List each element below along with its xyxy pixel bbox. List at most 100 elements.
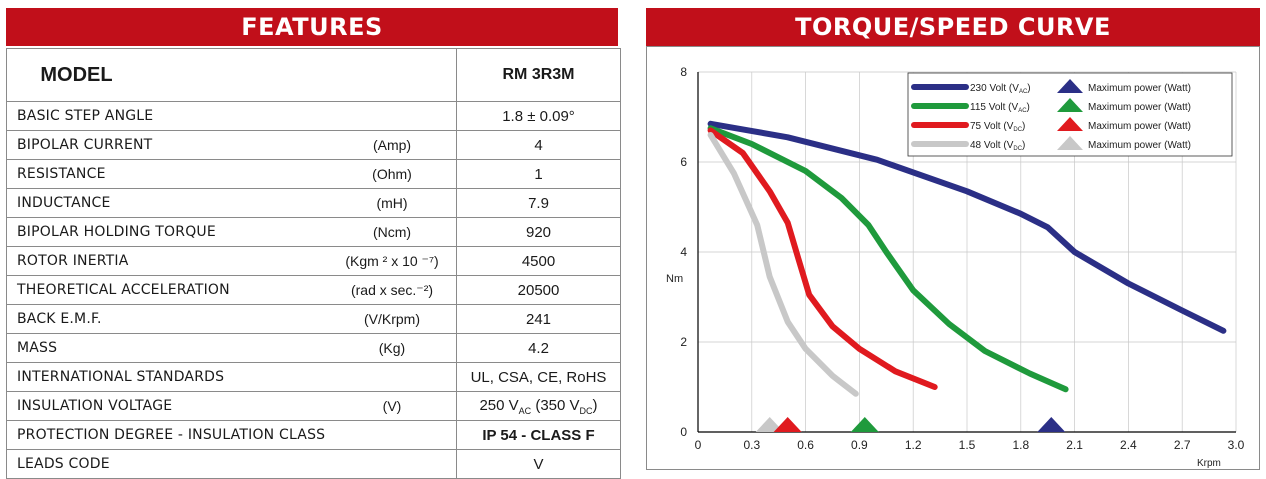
feature-value: 4.2: [528, 339, 549, 357]
feature-unit: (Ncm): [372, 224, 412, 240]
feature-value: 4: [534, 136, 543, 154]
feature-param: MASS: [17, 340, 58, 356]
feature-param: PROTECTION DEGREE - INSULATION CLASS: [17, 427, 326, 443]
feature-value: 241: [525, 310, 552, 328]
feature-unit: (mH): [376, 195, 408, 211]
max-power-marker: [773, 417, 802, 432]
feature-unit: (V/Krpm): [364, 311, 420, 327]
x-tick-label: 0.6: [797, 438, 814, 452]
legend-marker: [1057, 98, 1083, 112]
model-row: MODEL RM 3R3M: [6, 48, 621, 102]
feature-param: BASIC STEP ANGLE: [17, 108, 154, 124]
feature-row: BIPOLAR HOLDING TORQUE (Ncm) 920: [6, 217, 621, 247]
y-tick-label: 2: [680, 335, 687, 349]
feature-unit: (Kg): [378, 340, 406, 356]
feature-unit: (rad x sec.⁻²): [350, 281, 434, 298]
x-tick-label: 2.4: [1120, 438, 1137, 452]
feature-row: RESISTANCE (Ohm) 1: [6, 159, 621, 189]
feature-row: ROTOR INERTIA (Kgm ² x 10 ⁻⁷) 4500: [6, 246, 621, 276]
legend-paren: (V: [1001, 140, 1014, 151]
features-banner: FEATURES: [6, 8, 618, 46]
legend-marker: [1057, 79, 1083, 93]
feature-unit: (Amp): [372, 137, 412, 153]
feature-row: INSULATION VOLTAGE (V) 250 VAC (350 VDC): [6, 391, 621, 421]
feature-row: BASIC STEP ANGLE 1.8 ± 0.09°: [6, 101, 621, 131]
feature-value: 20500: [517, 281, 560, 299]
legend-marker-label: Maximum power (Watt): [1088, 102, 1191, 113]
feature-row: BACK E.M.F. (V/Krpm) 241: [6, 304, 621, 334]
model-value: RM 3R3M: [502, 66, 575, 83]
feature-row: LEADS CODE V: [6, 449, 621, 479]
chart-panel: TORQUE/SPEED CURVE 0 0.3 0.6 0.9 1.2 1.5 1.8 2.…: [646, 8, 1260, 470]
legend-marker-label: Maximum power (Watt): [1088, 121, 1191, 132]
feature-value: 250 VAC (350 VDC): [479, 396, 598, 416]
feature-param: INDUCTANCE: [17, 195, 111, 211]
legend-marker: [1057, 117, 1083, 131]
legend: 230 Volt (VAC) Maximum power (Watt) 115 Vo…: [907, 72, 1233, 157]
feature-value: 1.8 ± 0.09°: [502, 107, 575, 125]
feature-row: PROTECTION DEGREE - INSULATION CLASS IP 5…: [6, 420, 621, 450]
series-line: [707, 120, 1227, 334]
feature-row: MASS (Kg) 4.2: [6, 333, 621, 363]
feature-param: THEORETICAL ACCELERATION: [17, 282, 230, 298]
x-axis-label: Krpm: [1197, 458, 1221, 469]
legend-label: 230 Volt (VAC): [970, 83, 1031, 95]
feature-param: BACK E.M.F.: [17, 311, 102, 327]
model-label: MODEL: [40, 63, 113, 86]
feature-value: 920: [525, 223, 552, 241]
x-tick-label: 2.1: [1066, 438, 1083, 452]
x-tick-label: 0.9: [851, 438, 868, 452]
feature-value: IP 54 - CLASS F: [482, 426, 595, 444]
feature-param: BIPOLAR HOLDING TORQUE: [17, 224, 216, 240]
feature-unit: (Ohm): [372, 166, 412, 182]
legend-marker-label: Maximum power (Watt): [1088, 83, 1191, 94]
feature-value-part: 250 V: [479, 396, 519, 414]
x-tick-label: 0: [695, 438, 702, 452]
legend-marker: [1057, 136, 1083, 150]
chart-frame: [646, 46, 1260, 470]
legend-label: 75 Volt (VDC): [970, 121, 1025, 133]
features-panel: FEATURES MODEL RM 3R3M BASIC STEP ANGLE 1…: [6, 8, 621, 479]
legend-paren: (V: [1001, 121, 1014, 132]
legend-label: 48 Volt (VDC): [970, 140, 1025, 152]
x-tick-label: 1.8: [1012, 438, 1029, 452]
feature-param: INTERNATIONAL STANDARDS: [17, 369, 225, 385]
series-line: [707, 132, 859, 397]
feature-unit: (Kgm ² x 10 ⁻⁷): [345, 252, 439, 269]
feature-param: ROTOR INERTIA: [17, 253, 129, 269]
max-power-marker: [850, 417, 879, 432]
y-tick-label: 6: [680, 155, 687, 169]
axes: 0 0.3 0.6 0.9 1.2 1.5 1.8 2.1 2.4 2.7 3.0 0 2 4 6 8 Nm Kr…: [666, 65, 1245, 469]
y-tick-label: 8: [680, 65, 687, 79]
feature-value: V: [533, 455, 544, 473]
series: [707, 120, 1227, 397]
max-power-marker: [1037, 417, 1066, 432]
y-axis-label: Nm: [666, 273, 683, 285]
feature-param: BIPOLAR CURRENT: [17, 137, 153, 153]
x-tick-label: 2.7: [1174, 438, 1191, 452]
y-tick-label: 0: [680, 425, 687, 439]
legend-label: 115 Volt (VAC): [970, 102, 1030, 114]
feature-value-part: DC: [579, 405, 593, 416]
x-tick-label: 1.2: [905, 438, 922, 452]
feature-value-part: AC: [518, 405, 532, 416]
x-tick-label: 1.5: [959, 438, 976, 452]
feature-value: 4500: [521, 252, 556, 270]
x-tick-label: 0.3: [743, 438, 760, 452]
feature-value-part: ): [592, 396, 598, 414]
chart-title: TORQUE/SPEED CURVE: [646, 8, 1260, 46]
feature-param: LEADS CODE: [17, 456, 110, 472]
feature-param: RESISTANCE: [17, 166, 106, 182]
feature-row: BIPOLAR CURRENT (Amp) 4: [6, 130, 621, 160]
max-power-marker: [755, 417, 784, 432]
series-line: [707, 127, 938, 390]
y-tick-label: 4: [680, 245, 687, 259]
max-power-markers: [755, 417, 1066, 432]
feature-row: THEORETICAL ACCELERATION (rad x sec.⁻²) 20…: [6, 275, 621, 305]
legend-marker-label: Maximum power (Watt): [1088, 140, 1191, 151]
legend-paren: (V: [1006, 83, 1019, 94]
feature-unit: (V): [382, 398, 402, 414]
feature-value-part: (350 V: [531, 396, 580, 414]
torque-speed-chart: 0 0.3 0.6 0.9 1.2 1.5 1.8 2.1 2.4 2.7 3.0 0 2 4 6 8 Nm Kr…: [666, 65, 1245, 469]
x-tick-label: 3.0: [1228, 438, 1245, 452]
